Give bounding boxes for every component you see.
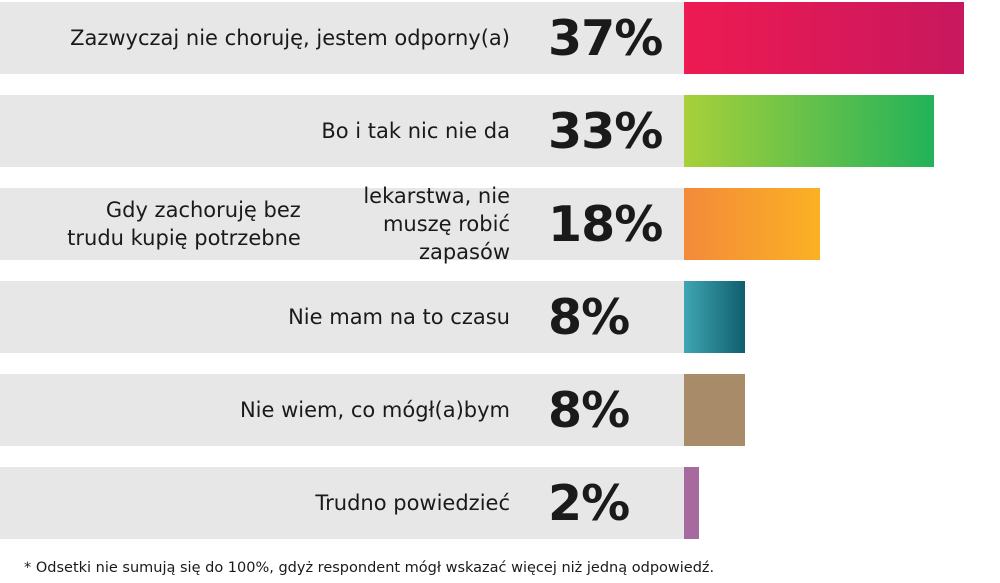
category-label: Nie wiem, co mógł(a)bym	[239, 398, 510, 422]
category-label: Trudno powiedzieć	[315, 491, 510, 515]
chart-row: Nie wiem, co mógł(a)bym 8%	[0, 374, 1000, 446]
chart-row: Gdy zachoruję bez trudu kupię potrzebne l…	[0, 184, 1000, 264]
bar	[684, 188, 820, 260]
value-label: 8%	[548, 381, 630, 439]
chart-row: Zazwyczaj nie choruję, jestem odporny(a)…	[0, 2, 1000, 74]
row-background	[0, 95, 684, 167]
category-label: Gdy zachoruję bez trudu kupię potrzebne l…	[67, 184, 510, 264]
bar	[684, 95, 934, 167]
chart-row: Trudno powiedzieć 2%	[0, 467, 1000, 539]
category-label: Zazwyczaj nie choruję, jestem odporny(a)	[70, 26, 510, 50]
bar	[684, 281, 745, 353]
chart-row: Bo i tak nic nie da 33%	[0, 95, 1000, 167]
category-label: Bo i tak nic nie da	[321, 119, 510, 143]
row-background	[0, 374, 684, 446]
chart-row: Nie mam na to czasu 8%	[0, 281, 1000, 353]
value-label: 37%	[548, 9, 663, 67]
row-background	[0, 281, 684, 353]
bar	[684, 2, 964, 74]
value-label: 8%	[548, 288, 630, 346]
row-background	[0, 2, 684, 74]
value-label: 33%	[548, 102, 663, 160]
bar	[684, 467, 699, 539]
footnote: * Odsetki nie sumują się do 100%, gdyż r…	[24, 560, 715, 576]
value-label: 18%	[548, 195, 663, 253]
category-label: Nie mam na to czasu	[288, 305, 510, 329]
row-background	[0, 188, 684, 260]
row-background	[0, 467, 684, 539]
value-label: 2%	[548, 474, 630, 532]
bar	[684, 374, 745, 446]
